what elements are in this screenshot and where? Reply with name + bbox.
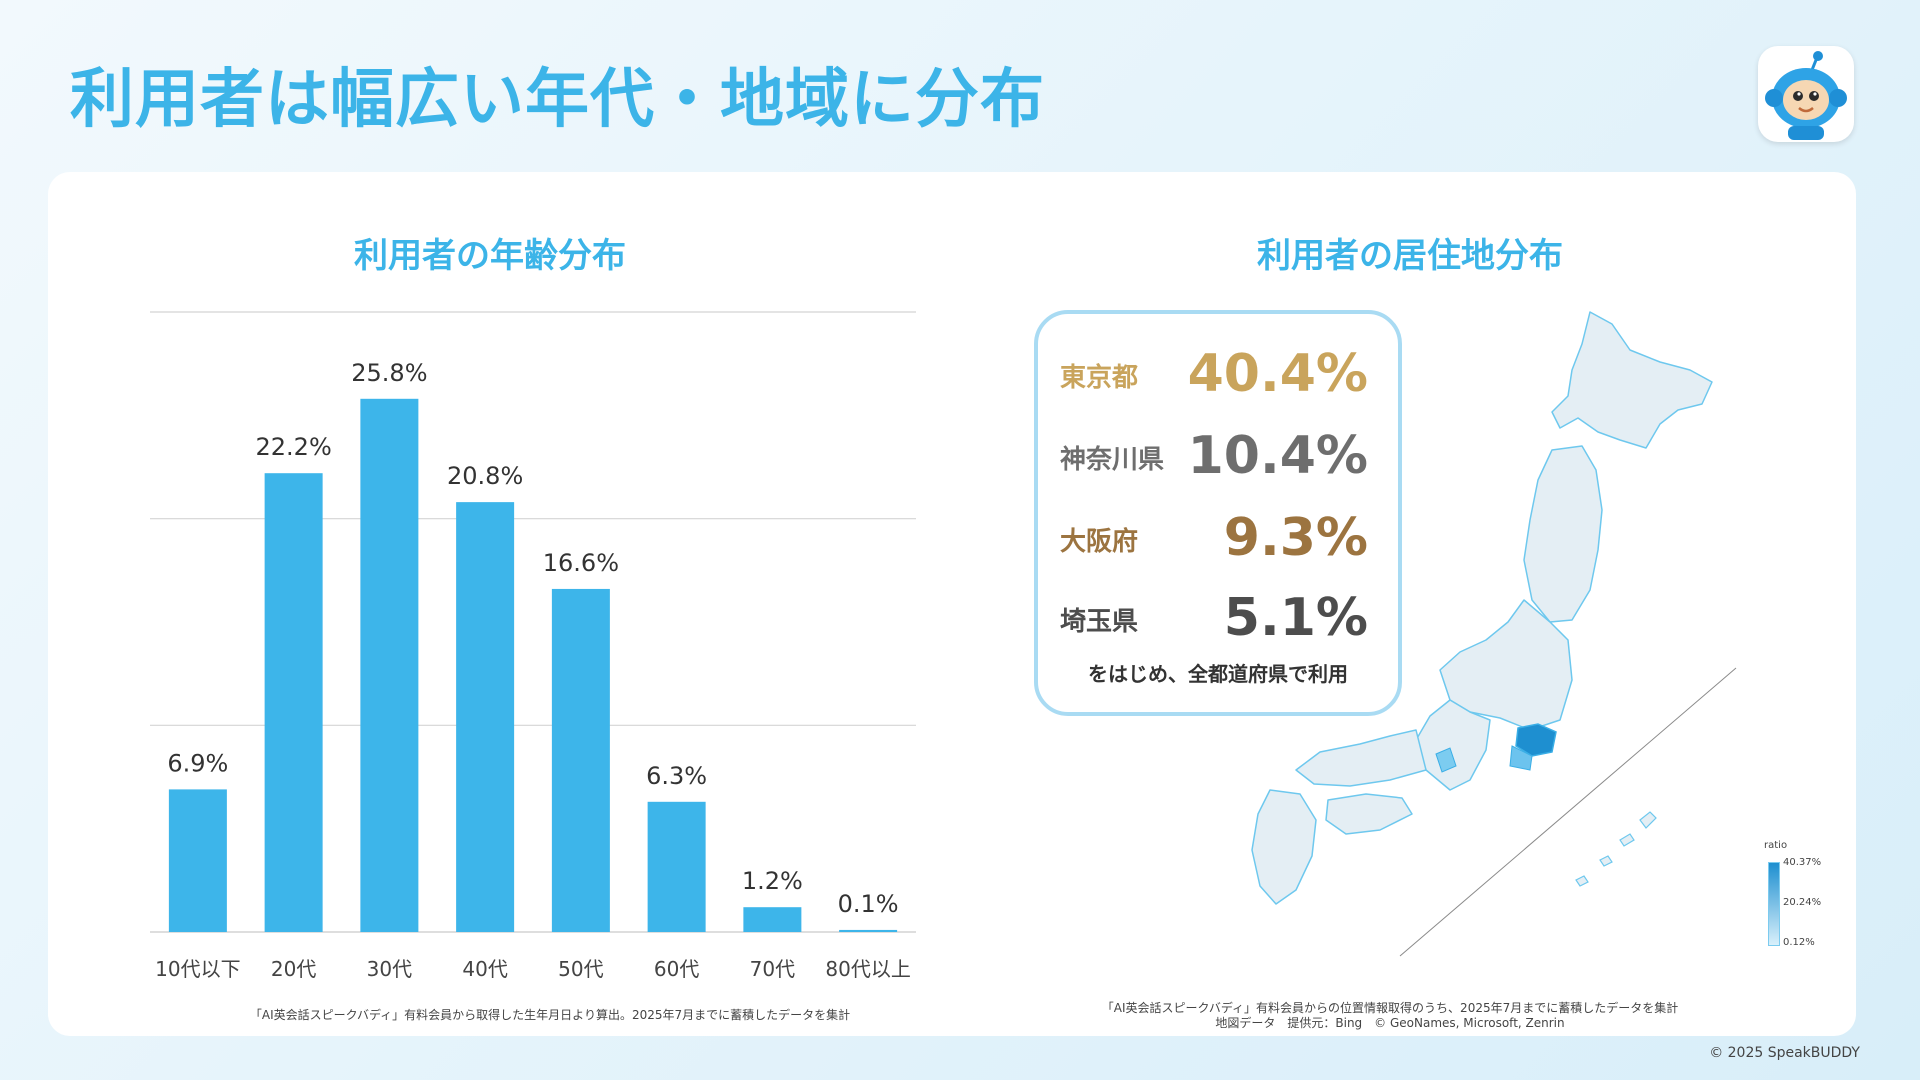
bar-value-label: 20.8% xyxy=(447,462,523,490)
legend-color-bar xyxy=(1768,862,1780,946)
map-region-osaka xyxy=(1435,747,1457,773)
bar-value-label: 6.3% xyxy=(646,762,707,790)
map-region-tokyo xyxy=(1515,723,1557,757)
stat-row-saitama: 埼玉県 5.1% xyxy=(1060,578,1368,648)
bar-3 xyxy=(456,502,515,932)
map-note: 「AI英会話スピークバディ」有料会員からの位置情報取得のうち、2025年7月まで… xyxy=(1040,1001,1740,1031)
map-region-tohoku xyxy=(1523,445,1603,623)
category-tick-label: 80代以上 xyxy=(825,957,910,981)
map-region-kyushu xyxy=(1251,789,1317,905)
category-tick-label: 10代以下 xyxy=(155,957,240,981)
stat-value: 5.1% xyxy=(1223,588,1368,648)
category-tick-label: 70代 xyxy=(750,957,795,981)
category-tick-label: 20代 xyxy=(271,957,316,981)
stats-footer: をはじめ、全都道府県で利用 xyxy=(1088,662,1348,686)
bar-6 xyxy=(743,907,802,932)
stat-value: 40.4% xyxy=(1187,344,1368,404)
bar-0 xyxy=(168,789,227,932)
bar-value-label: 22.2% xyxy=(256,433,332,461)
stat-name: 神奈川県 xyxy=(1060,445,1165,475)
bar-value-label: 0.1% xyxy=(838,890,899,918)
map-region-chugoku xyxy=(1295,729,1427,787)
copyright: © 2025 SpeakBUDDY xyxy=(1709,1045,1860,1061)
legend-max: 40.37% xyxy=(1783,857,1822,868)
map-note-line1: 「AI英会話スピークバディ」有料会員からの位置情報取得のうち、2025年7月まで… xyxy=(1101,1001,1679,1015)
map-region-hokkaido xyxy=(1551,311,1713,449)
age-chart-title: 利用者の年齢分布 xyxy=(354,236,626,276)
bar-5 xyxy=(647,801,706,932)
category-tick-label: 50代 xyxy=(558,957,603,981)
age-chart-note: 「AI英会話スピークバディ」有料会員から取得した生年月日より算出。2025年7月… xyxy=(249,1008,851,1022)
page-title: 利用者は幅広い年代・地域に分布 xyxy=(70,63,1045,137)
japan-map xyxy=(1251,311,1737,957)
bar-1 xyxy=(264,473,323,932)
legend-min: 0.12% xyxy=(1783,937,1815,948)
bar-value-label: 25.8% xyxy=(351,359,427,387)
bar-2 xyxy=(360,398,419,932)
legend-mid: 20.24% xyxy=(1783,897,1822,908)
bar-value-label: 1.2% xyxy=(742,867,803,895)
map-region-kinki xyxy=(1415,699,1491,791)
stat-row-osaka: 大阪府 9.3% xyxy=(1060,498,1368,568)
stat-name: 大阪府 xyxy=(1060,527,1139,557)
category-tick-label: 30代 xyxy=(367,957,412,981)
stat-row-tokyo: 東京都 40.4% xyxy=(1060,334,1368,404)
stat-value: 9.3% xyxy=(1223,508,1368,568)
map-region-chubu xyxy=(1439,599,1573,731)
map-title: 利用者の居住地分布 xyxy=(1257,236,1563,276)
bar-7 xyxy=(839,929,898,932)
map-region-shikoku xyxy=(1325,793,1413,835)
bar-value-label: 6.9% xyxy=(167,749,228,777)
category-tick-label: 60代 xyxy=(654,957,699,981)
map-region-kanagawa xyxy=(1509,745,1533,771)
map-region-okinawa xyxy=(1639,811,1657,829)
prefecture-stats-box: 東京都 40.4% 神奈川県 10.4% 大阪府 9.3% 埼玉県 5.1% を… xyxy=(1034,310,1402,716)
category-tick-label: 40代 xyxy=(462,957,507,981)
bar-value-label: 16.6% xyxy=(543,549,619,577)
legend-title: ratio xyxy=(1764,840,1788,851)
bar-4 xyxy=(551,588,610,932)
stat-name: 東京都 xyxy=(1060,363,1139,393)
stat-row-kanagawa: 神奈川県 10.4% xyxy=(1060,416,1368,486)
stat-value: 10.4% xyxy=(1187,426,1368,486)
stat-name: 埼玉県 xyxy=(1060,607,1139,637)
robot-mascot-icon xyxy=(1758,46,1854,142)
map-note-line2: 地図データ 提供元：Bing © GeoNames, Microsoft, Ze… xyxy=(1215,1016,1565,1030)
